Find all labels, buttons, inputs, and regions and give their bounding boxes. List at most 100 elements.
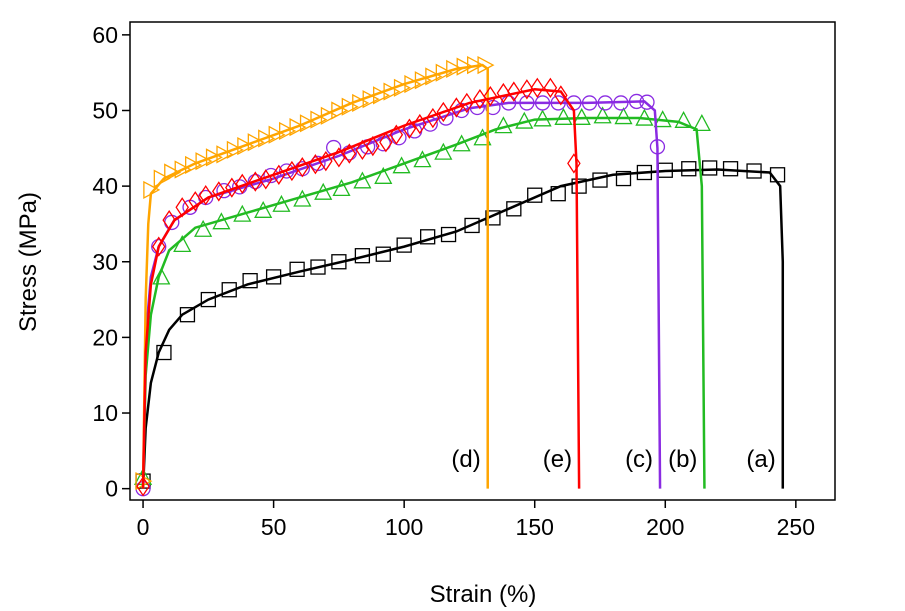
marker xyxy=(413,150,432,168)
marker xyxy=(746,163,762,179)
marker xyxy=(354,248,371,264)
curve-label: (b) xyxy=(668,446,697,473)
marker xyxy=(572,107,591,125)
marker xyxy=(426,107,440,129)
marker xyxy=(460,92,474,114)
marker xyxy=(649,139,666,155)
marker xyxy=(613,95,629,111)
marker xyxy=(614,107,633,125)
marker xyxy=(681,161,697,177)
marker xyxy=(533,109,552,127)
marker xyxy=(221,282,237,298)
marker xyxy=(393,78,411,97)
marker xyxy=(554,107,573,125)
curve-label: (d) xyxy=(451,446,480,473)
marker xyxy=(268,125,286,144)
marker xyxy=(389,124,404,145)
marker xyxy=(674,110,693,128)
marker xyxy=(515,111,534,129)
marker xyxy=(341,97,359,116)
marker xyxy=(507,81,521,102)
marker xyxy=(289,261,305,277)
marker xyxy=(295,157,310,178)
marker xyxy=(319,150,333,172)
marker xyxy=(331,254,347,270)
marker xyxy=(449,97,464,118)
marker xyxy=(263,167,279,184)
marker xyxy=(383,82,401,101)
series xyxy=(135,56,495,491)
marker xyxy=(179,307,196,323)
marker xyxy=(151,238,167,255)
marker xyxy=(153,169,171,188)
x-tick-label: 50 xyxy=(261,514,287,540)
marker xyxy=(225,177,239,198)
marker xyxy=(237,136,255,156)
x-tick-label: 250 xyxy=(777,514,815,540)
x-tick-label: 200 xyxy=(646,514,684,540)
marker xyxy=(200,291,216,308)
marker xyxy=(550,95,566,111)
marker xyxy=(530,77,545,98)
marker xyxy=(235,173,250,195)
marker xyxy=(485,210,501,226)
marker xyxy=(136,476,150,497)
marker xyxy=(272,194,291,212)
marker xyxy=(597,95,613,111)
plot-frame xyxy=(129,21,836,501)
marker xyxy=(639,94,655,110)
marker xyxy=(483,85,498,107)
marker xyxy=(769,167,786,183)
marker xyxy=(550,186,566,202)
marker xyxy=(332,179,351,197)
marker xyxy=(175,197,190,218)
marker xyxy=(496,82,511,104)
marker xyxy=(143,180,161,199)
curve-label: (c) xyxy=(625,446,653,473)
marker xyxy=(342,143,357,164)
marker xyxy=(420,229,436,245)
marker xyxy=(456,57,474,76)
y-tick-label: 10 xyxy=(92,400,118,426)
marker xyxy=(494,116,513,134)
marker xyxy=(366,135,380,157)
marker xyxy=(226,140,244,159)
marker xyxy=(692,113,711,131)
marker xyxy=(452,134,471,152)
marker xyxy=(414,71,432,90)
marker xyxy=(185,155,203,175)
marker xyxy=(258,169,273,190)
marker xyxy=(592,172,608,188)
marker xyxy=(254,200,273,218)
series xyxy=(133,106,711,489)
marker xyxy=(332,147,346,168)
marker xyxy=(247,173,263,190)
marker xyxy=(247,133,265,152)
marker xyxy=(299,114,317,133)
y-tick-label: 50 xyxy=(92,97,118,123)
marker xyxy=(527,187,543,203)
marker xyxy=(152,267,171,285)
marker xyxy=(248,171,263,192)
marker xyxy=(392,156,411,174)
marker xyxy=(702,160,718,176)
marker xyxy=(615,170,632,187)
y-tick-label: 60 xyxy=(92,22,118,48)
y-axis-label: Stress (MPa) xyxy=(15,192,42,332)
marker xyxy=(174,160,192,179)
curve xyxy=(141,168,785,489)
marker xyxy=(653,110,672,128)
marker xyxy=(173,234,192,253)
marker xyxy=(353,171,372,189)
marker xyxy=(520,79,534,100)
marker xyxy=(320,106,338,125)
marker xyxy=(289,118,307,137)
marker xyxy=(435,63,453,82)
marker xyxy=(436,101,451,123)
marker xyxy=(571,178,587,194)
marker xyxy=(534,95,551,111)
y-tick-label: 0 xyxy=(105,476,118,502)
marker xyxy=(593,106,612,124)
